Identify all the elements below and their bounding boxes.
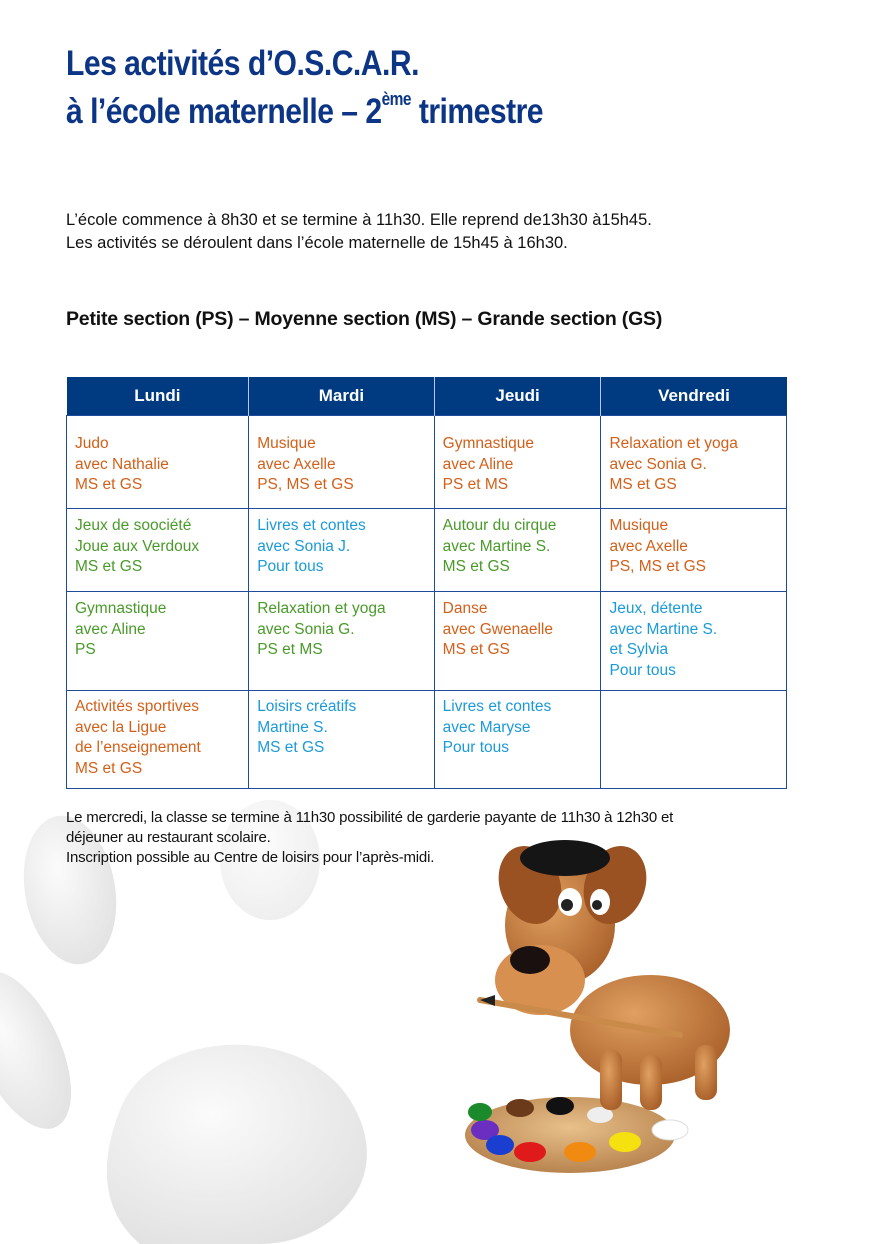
intro-line: Les activités se déroulent dans l’école … bbox=[66, 234, 568, 252]
activity-line: avec Martine S. bbox=[442, 537, 551, 555]
table-row: Judo avec Nathalie MS et GS Musique avec Axe… bbox=[65, 415, 787, 509]
activity-cell: Danse avec Gwenaelle MS et GS bbox=[433, 591, 602, 691]
activity-line: Judo bbox=[75, 435, 109, 452]
activity-cell: Livres et contes avec Maryse Pour tous bbox=[433, 690, 602, 789]
activity-line: avec Axelle bbox=[609, 537, 688, 555]
activity-cell: Musique avec Axelle PS, MS et GS bbox=[248, 415, 435, 509]
activity-line: PS bbox=[75, 641, 96, 658]
activity-cell: Activités sportives avec la Ligue de l’ens… bbox=[65, 690, 250, 789]
note-line: Le mercredi, la classe se termine à 11h3… bbox=[66, 809, 674, 826]
activity-line: de l’enseignement bbox=[75, 739, 201, 756]
activity-cell: Relaxation et yoga avec Sonia G. PS et MS bbox=[248, 591, 435, 691]
activity-cell: Livres et contes avec Sonia J. Pour tous bbox=[248, 508, 435, 592]
activity-line: avec Sonia G. bbox=[609, 455, 707, 473]
title-line-1: Les activités d’O.S.C.A.R. bbox=[66, 44, 419, 83]
activity-line: MS et GS bbox=[75, 476, 143, 493]
title-line-2-text: à l’école maternelle – 2 bbox=[66, 92, 382, 131]
activity-line: Gymnastique bbox=[75, 600, 167, 617]
note-line: Inscription possible au Centre de loisir… bbox=[66, 849, 435, 866]
title-line-2: à l’école maternelle – 2ème trimestre bbox=[66, 88, 544, 136]
activity-line: Livres et contes bbox=[442, 698, 552, 715]
activity-line: Pour tous bbox=[257, 558, 324, 575]
activity-cell: Autour du cirque avec Martine S. MS et GS bbox=[433, 508, 602, 592]
activity-line: MS et GS bbox=[75, 759, 143, 777]
activity-line: Activités sportives bbox=[75, 698, 200, 715]
activity-line: Jeux de soociété bbox=[75, 517, 192, 534]
header-jeudi: Jeudi bbox=[433, 377, 601, 416]
activity-line: Musique bbox=[609, 517, 669, 534]
activity-line: Loisirs créatifs bbox=[257, 698, 357, 715]
activity-cell: Relaxation et yoga avec Sonia G. MS et GS bbox=[600, 415, 787, 509]
activity-cell: Gymnastique avec Aline PS et MS bbox=[433, 415, 602, 509]
activity-line: PS, MS et GS bbox=[257, 476, 354, 493]
table-row: Gymnastique avec Aline PS Relaxation et yog… bbox=[65, 591, 787, 691]
activity-line: Martine S. bbox=[257, 718, 328, 736]
activity-cell bbox=[600, 690, 787, 789]
title-line-2-end: trimestre bbox=[411, 92, 544, 131]
activity-line: avec Gwenaelle bbox=[442, 620, 553, 638]
page-title: Les activités d’O.S.C.A.R. à l’école mat… bbox=[66, 40, 544, 136]
activity-line: avec Martine S. bbox=[609, 620, 718, 638]
activity-line: et Sylvia bbox=[609, 641, 669, 658]
header-lundi: Lundi bbox=[66, 377, 249, 416]
activity-line: avec la Ligue bbox=[75, 718, 167, 736]
activity-cell: Gymnastique avec Aline PS bbox=[65, 591, 250, 691]
activity-line: avec Nathalie bbox=[75, 455, 169, 473]
activity-line: avec Aline bbox=[75, 620, 146, 638]
activity-line: Jeux, détente bbox=[609, 600, 703, 617]
activity-line: Livres et contes bbox=[257, 517, 366, 534]
activity-line: MS et GS bbox=[75, 558, 143, 575]
activity-line: Joue aux Verdoux bbox=[75, 537, 200, 555]
activity-cell: Jeux de soociété Joue aux Verdoux MS et GS bbox=[65, 508, 250, 592]
activity-line: Gymnastique bbox=[442, 435, 534, 452]
note-line: déjeuner au restaurant scolaire. bbox=[66, 829, 271, 846]
header-vendredi: Vendredi bbox=[600, 377, 787, 416]
activity-line: avec Axelle bbox=[257, 455, 336, 473]
wednesday-note: Le mercredi, la classe se termine à 11h3… bbox=[66, 808, 796, 868]
activity-line: PS et MS bbox=[442, 476, 509, 493]
table-row: Activités sportives avec la Ligue de l’ens… bbox=[65, 690, 787, 789]
intro-line: L’école commence à 8h30 et se termine à … bbox=[66, 211, 652, 229]
activity-line: avec Sonia J. bbox=[257, 537, 351, 555]
activity-cell: Judo avec Nathalie MS et GS bbox=[65, 415, 250, 509]
activity-line: MS et GS bbox=[257, 739, 325, 756]
activity-line: Autour du cirque bbox=[442, 517, 557, 534]
activity-cell: Loisirs créatifs Martine S. MS et GS bbox=[248, 690, 435, 789]
activity-line: avec Aline bbox=[442, 455, 514, 473]
activity-line: Relaxation et yoga bbox=[609, 435, 738, 452]
title-superscript: ème bbox=[381, 89, 412, 109]
activity-line: MS et GS bbox=[442, 558, 510, 575]
section-title: Petite section (PS) – Moyenne section (M… bbox=[66, 308, 663, 330]
activity-line: Musique bbox=[257, 435, 316, 452]
dog-painter-illustration bbox=[465, 840, 730, 1173]
activity-line: MS et GS bbox=[609, 476, 677, 493]
activity-line: Danse bbox=[442, 600, 488, 617]
header-mardi: Mardi bbox=[248, 377, 435, 416]
table-row: Jeux de soociété Joue aux Verdoux MS et GS… bbox=[65, 508, 787, 592]
activity-cell: Jeux, détente avec Martine S. et Sylvia Pou… bbox=[600, 591, 787, 691]
activity-line: avec Maryse bbox=[442, 718, 531, 736]
activity-line: MS et GS bbox=[442, 641, 510, 658]
intro-text: L’école commence à 8h30 et se termine à … bbox=[66, 209, 652, 255]
activity-line: PS et MS bbox=[257, 641, 323, 658]
activity-line: Pour tous bbox=[609, 661, 676, 679]
activity-line: PS, MS et GS bbox=[609, 558, 706, 575]
activities-table: Lundi Mardi Jeudi Vendredi Judo avec Nath… bbox=[65, 377, 787, 789]
activity-line: Pour tous bbox=[442, 739, 510, 756]
activity-cell: Musique avec Axelle PS, MS et GS bbox=[600, 508, 787, 592]
paw-print-watermark-icon bbox=[0, 800, 367, 1244]
table-header-row: Lundi Mardi Jeudi Vendredi bbox=[66, 377, 787, 416]
activity-line: Relaxation et yoga bbox=[257, 600, 386, 617]
activity-line: avec Sonia G. bbox=[257, 620, 355, 638]
